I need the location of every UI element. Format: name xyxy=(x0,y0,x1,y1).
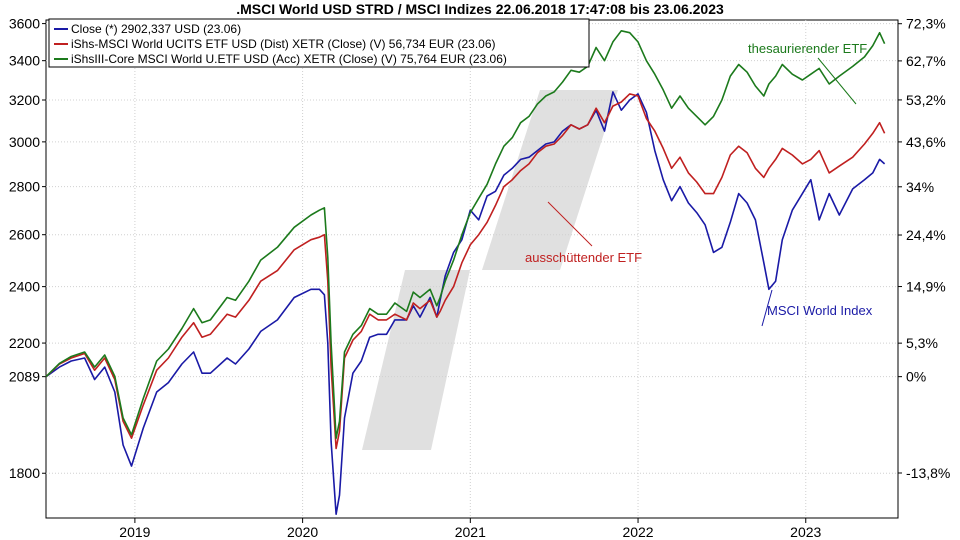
y-left-tick-label: 3000 xyxy=(9,134,40,150)
y-right-tick-label: -13,8% xyxy=(906,465,950,481)
y-right-tick-label: 53,2% xyxy=(906,92,946,108)
y-left-tick-label: 2400 xyxy=(9,279,40,295)
series-line-msci-world-index xyxy=(45,91,886,516)
x-tick-label: 2022 xyxy=(622,524,653,540)
annotation-accumulating-etf: thesaurierender ETF xyxy=(748,41,867,56)
y-right-tick-label: 5,3% xyxy=(906,335,938,351)
series-line-aussch-ttender-etf xyxy=(45,93,886,450)
y-right-tick-label: 43,6% xyxy=(906,134,946,150)
y-left-tick-label: 1800 xyxy=(9,465,40,481)
highlight-band-lower xyxy=(362,270,470,450)
y-left-tick-label: 2600 xyxy=(9,227,40,243)
y-right-tick-label: 62,7% xyxy=(906,53,946,69)
series-layer xyxy=(45,29,886,516)
annotation-pointer-red xyxy=(547,201,593,247)
plot-area xyxy=(45,19,899,519)
y-left-tick-label: 3200 xyxy=(9,92,40,108)
chart-title: .MSCI World USD STRD / MSCI Indizes 22.0… xyxy=(236,1,724,17)
y-right-tick-label: 0% xyxy=(906,369,926,385)
y-right-tick-label: 24,4% xyxy=(906,227,946,243)
y-left-tick-label: 2800 xyxy=(9,179,40,195)
y-right-tick-label: 34% xyxy=(906,179,934,195)
annotation-distributing-etf: ausschüttender ETF xyxy=(525,250,642,265)
y-left-tick-label: 3400 xyxy=(9,53,40,69)
legend-box xyxy=(48,18,590,68)
y-left-tick-label: 2089 xyxy=(9,369,40,385)
legend-entry-dist-etf: iShs-MSCI World UCITS ETF USD (Dist) XET… xyxy=(71,37,496,51)
x-tick-label: 2020 xyxy=(287,524,318,540)
annotation-pointer-green xyxy=(817,57,857,105)
x-tick-label: 2021 xyxy=(455,524,486,540)
highlight-band-upper xyxy=(482,90,618,270)
y-left-tick-label: 2200 xyxy=(9,335,40,351)
legend-entry-acc-etf: iShsIII-Core MSCI World U.ETF USD (Acc) … xyxy=(71,52,507,66)
legend-entry-close: Close (*) 2902,337 USD (23.06) xyxy=(71,22,241,36)
x-tick-label: 2019 xyxy=(119,524,150,540)
x-tick-label: 2023 xyxy=(790,524,821,540)
annotation-pointer-blue xyxy=(761,289,773,327)
series-line-thesaurierender-etf xyxy=(45,29,886,440)
y-right-tick-label: 72,3% xyxy=(906,16,946,32)
y-left-tick-label: 3600 xyxy=(9,16,40,32)
y-right-tick-label: 14,9% xyxy=(906,279,946,295)
legend: Close (*) 2902,337 USD (23.06) iShs-MSCI… xyxy=(48,18,590,68)
annotation-msci-world-index: MSCI World Index xyxy=(767,303,873,318)
